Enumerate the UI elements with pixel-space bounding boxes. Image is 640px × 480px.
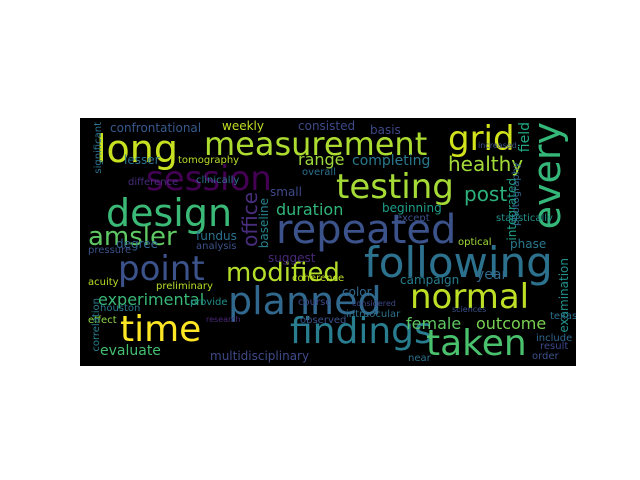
- word-observed: observed: [300, 315, 347, 326]
- word-findings: findings: [290, 311, 433, 352]
- word-include: include: [536, 333, 573, 344]
- word-evaluate: evaluate: [100, 343, 161, 359]
- word-near: near: [408, 353, 431, 364]
- word-suggest: suggest: [268, 251, 316, 265]
- word-overall: overall: [302, 167, 336, 178]
- word-time: time: [120, 309, 202, 350]
- word-photography: photography: [511, 162, 522, 227]
- word-basis: basis: [370, 123, 401, 137]
- word-post: post: [464, 182, 508, 206]
- word-design: design: [106, 191, 233, 235]
- word-considered: considered: [352, 299, 396, 308]
- word-preliminary: preliminary: [156, 281, 213, 292]
- word-completing: completing: [352, 153, 431, 169]
- word-phase: phase: [510, 237, 547, 251]
- word-taken: taken: [426, 323, 527, 364]
- word-increased: increased: [478, 141, 517, 150]
- word-result: result: [540, 341, 569, 352]
- word-tomography: tomography: [178, 155, 240, 166]
- word-analysis: analysis: [196, 241, 237, 252]
- word-following: following: [364, 238, 553, 287]
- word-point: point: [118, 249, 205, 289]
- word-cloud: long measurement grid every session test…: [80, 118, 576, 366]
- word-outcome: outcome: [476, 314, 547, 333]
- word-acuity: acuity: [88, 277, 119, 288]
- word-experimental: experimental: [98, 290, 205, 309]
- word-significant: significant: [93, 122, 104, 174]
- word-except: except: [396, 213, 430, 224]
- word-intraocular: intraocular: [346, 309, 401, 320]
- word-course: course: [298, 297, 332, 308]
- word-testing: testing: [336, 167, 454, 207]
- word-degree: degree: [116, 237, 159, 251]
- word-coherence: coherence: [292, 273, 345, 284]
- word-long: long: [96, 127, 179, 171]
- word-order: order: [532, 351, 559, 362]
- word-female: female: [406, 314, 462, 333]
- word-confrontational: confrontational: [110, 121, 202, 135]
- word-modified: modified: [226, 258, 340, 288]
- word-field: field: [517, 122, 533, 153]
- word-planned: planned: [228, 279, 382, 323]
- word-houston: houston: [100, 303, 141, 314]
- word-effect: effect: [88, 315, 117, 326]
- word-texas: texas: [550, 311, 576, 322]
- word-small: small: [270, 185, 302, 199]
- word-optical: optical: [458, 237, 492, 248]
- word-normal: normal: [410, 277, 530, 317]
- word-beginning: beginning: [382, 201, 442, 215]
- word-grid: grid: [448, 119, 515, 159]
- word-range: range: [298, 150, 345, 169]
- word-statistically: statistically: [496, 213, 553, 224]
- word-research: research: [206, 315, 241, 324]
- word-amsler: amsler: [88, 222, 177, 252]
- word-fundus: fundus: [196, 229, 237, 243]
- word-provide: provide: [190, 297, 228, 308]
- word-year: year: [476, 267, 508, 283]
- word-difference: difference: [128, 177, 179, 188]
- word-consisted: consisted: [298, 119, 356, 133]
- word-baseline: baseline: [257, 198, 271, 249]
- word-sciences: sciences: [452, 305, 487, 314]
- word-campaign: campaign: [400, 273, 460, 287]
- word-pressure: pressure: [88, 245, 132, 256]
- word-healthy: healthy: [448, 152, 524, 176]
- word-clinically: clinically: [196, 175, 240, 186]
- word-duration: duration: [276, 200, 344, 219]
- word-weekly: weekly: [222, 119, 264, 133]
- word-lesser: lesser: [124, 153, 160, 167]
- word-multidisciplinary: multidisciplinary: [210, 349, 310, 363]
- word-repeated: repeated: [276, 207, 457, 253]
- word-session: session: [146, 159, 272, 199]
- word-color: color: [342, 285, 372, 299]
- word-measurement: measurement: [204, 125, 428, 163]
